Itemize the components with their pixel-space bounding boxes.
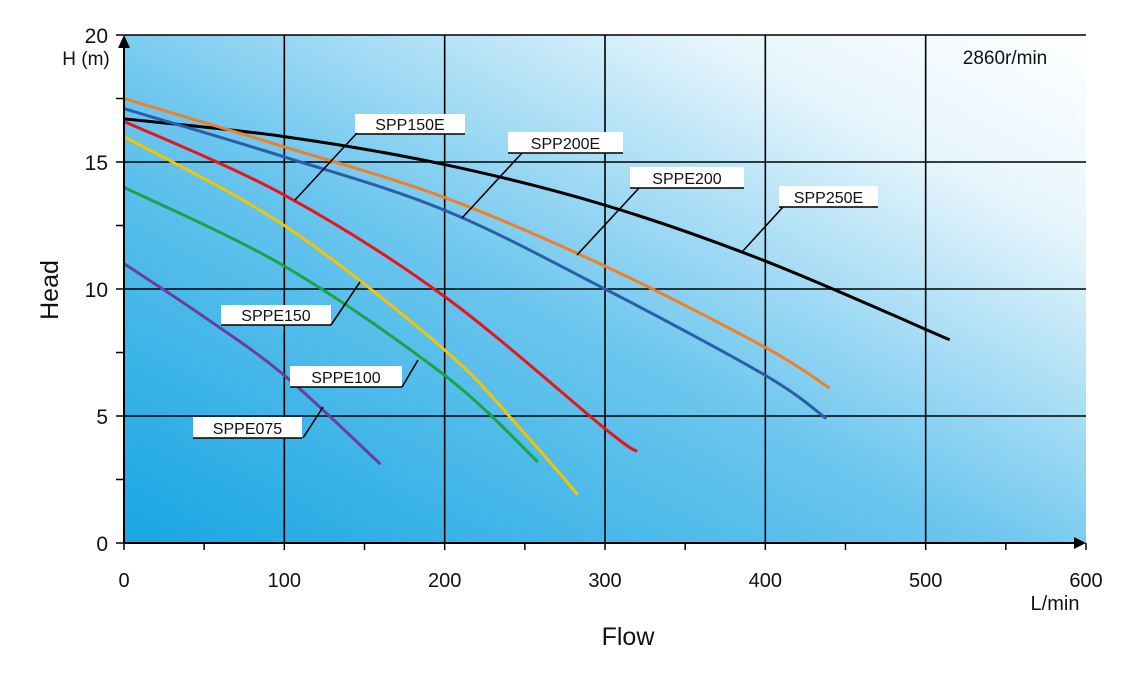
- series-label-sppe075: SPPE075: [193, 406, 324, 439]
- x-tick-label: 0: [118, 570, 129, 592]
- x-tick-label: 500: [909, 570, 942, 592]
- series-line-spp150e: [123, 119, 638, 453]
- y-axis-arrow-icon: [118, 35, 130, 48]
- series-line-spp250e: [123, 117, 951, 342]
- series-line-spp200e: [123, 107, 828, 420]
- axes: 0 100 200 300 400 500 600 0 5 10 15 20: [85, 25, 1103, 592]
- y-tick-label: 15: [85, 152, 108, 175]
- series-label-text: SPPE150: [241, 308, 310, 325]
- y-unit-label: H (m): [62, 49, 109, 70]
- y-axis-title: Head: [36, 260, 64, 320]
- label-leader-line: [330, 281, 361, 326]
- y-tick-label: 10: [85, 279, 108, 302]
- series-label-text: SPPE100: [311, 370, 380, 387]
- label-box: [508, 132, 623, 153]
- series-line-sppe200: [123, 97, 831, 390]
- label-leader-line: [401, 359, 419, 388]
- label-box: [221, 305, 331, 325]
- speed-annotation: 2860r/min: [963, 48, 1048, 69]
- x-axis-title: Flow: [602, 623, 656, 651]
- y-tick-label: 20: [85, 25, 108, 48]
- series-label-spp250e: SPP250E: [741, 186, 878, 253]
- label-leader-line: [741, 206, 784, 253]
- x-tick-label: 100: [268, 570, 301, 592]
- series-label-sppe200: SPPE200: [576, 167, 744, 256]
- series-label-text: SPP200E: [531, 136, 600, 153]
- x-tick-label: 300: [588, 570, 621, 592]
- x-tick-label: 600: [1069, 570, 1102, 592]
- x-tick-label: 400: [749, 570, 782, 592]
- series-labels: SPP250E SPPE200 SPP200E SPP150E SPPE150 SPPE1…: [193, 114, 878, 439]
- label-leader-line: [294, 132, 358, 201]
- series-label-text: SPP250E: [794, 190, 863, 207]
- series-line-sppe100: [123, 186, 539, 463]
- y-tick-label: 5: [96, 406, 108, 429]
- label-box: [779, 186, 878, 207]
- label-box: [630, 167, 744, 188]
- series-label-text: SPPE200: [652, 171, 721, 188]
- y-tick-label: 0: [96, 533, 108, 556]
- x-unit-label: L/min: [1031, 593, 1080, 615]
- label-leader-line: [302, 406, 324, 439]
- series-label-text: SPP150E: [375, 117, 444, 134]
- series-label-sppe150: SPPE150: [221, 281, 361, 326]
- label-leader-line: [576, 187, 640, 256]
- label-box: [193, 417, 302, 438]
- label-box: [355, 114, 465, 134]
- series-label-spp150e: SPP150E: [294, 114, 465, 201]
- series-label-text: SPPE075: [213, 421, 282, 438]
- series-label-spp200e: SPP200E: [461, 132, 623, 219]
- series-line-sppe150: [123, 135, 579, 496]
- label-leader-line: [461, 152, 523, 219]
- series-line-sppe075: [123, 262, 382, 466]
- x-axis-arrow-icon: [1074, 537, 1086, 549]
- curves: [123, 97, 951, 496]
- x-tick-label: 200: [428, 570, 461, 592]
- label-box: [290, 366, 402, 387]
- series-label-sppe100: SPPE100: [290, 359, 419, 388]
